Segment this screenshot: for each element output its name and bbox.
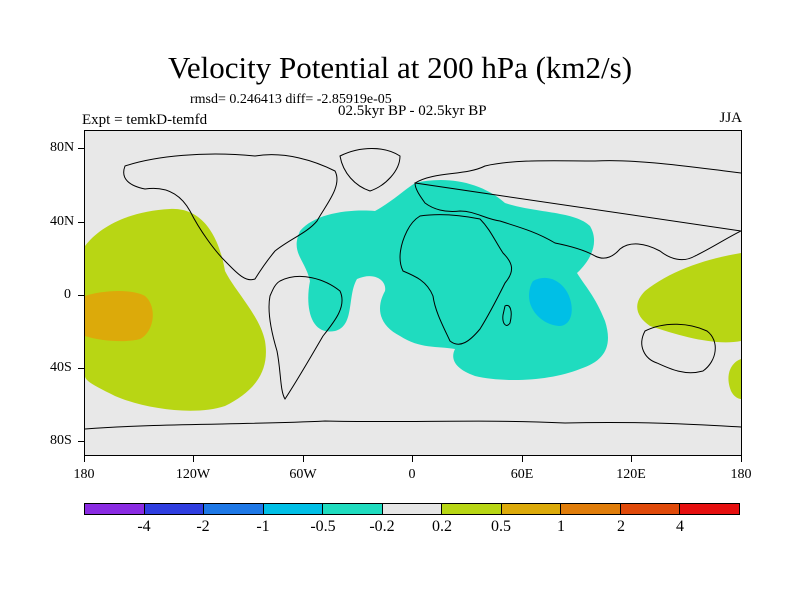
- colorbar-label: -1: [256, 518, 270, 535]
- colorbar-label: -0.5: [310, 518, 336, 535]
- y-tick-label: 0: [64, 287, 71, 302]
- colorbar-label: 0.2: [432, 518, 452, 535]
- chart-title: Velocity Potential at 200 hPa (km2/s): [167, 50, 633, 85]
- colorbar: [84, 503, 740, 515]
- y-tick-label: 80S: [50, 433, 72, 448]
- x-tick-label: 180: [73, 467, 95, 482]
- colorbar-swatch: [561, 504, 621, 514]
- coast-africa: [399, 214, 512, 345]
- y-tick-label: 80N: [50, 140, 75, 155]
- x-tick-label: 120E: [616, 467, 646, 482]
- colorbar-label: -2: [196, 518, 210, 535]
- colorbar-label: 4: [676, 518, 684, 535]
- colorbar-swatch: [382, 504, 443, 514]
- y-tick-label: 40S: [50, 360, 72, 375]
- coast-greenland: [339, 148, 401, 192]
- coast-australia: [641, 323, 716, 374]
- x-tick: [631, 456, 632, 462]
- colorbar-label: 0.5: [491, 518, 511, 535]
- map-panel: [84, 130, 742, 456]
- y-tick-label: 40N: [50, 214, 75, 229]
- x-tick-label: 60W: [289, 467, 317, 482]
- colorbar-swatch: [501, 504, 562, 514]
- colorbar-swatch: [323, 504, 383, 514]
- x-tick: [741, 456, 742, 462]
- colorbar-swatch: [442, 504, 502, 514]
- coast-north-america: [123, 153, 338, 281]
- colorbar-swatch: [680, 504, 740, 514]
- map-svg: [85, 148, 741, 430]
- period-label: 02.5kyr BP - 02.5kyr BP: [338, 103, 487, 119]
- moderate-anomaly-pacific: [85, 291, 153, 342]
- coastlines: [85, 148, 741, 430]
- y-tick: [78, 368, 84, 369]
- colorbar-swatch: [620, 504, 681, 514]
- x-tick-label: 180: [730, 467, 752, 482]
- colorbar-label: 2: [617, 518, 625, 535]
- x-tick: [522, 456, 523, 462]
- positive-anomaly-maritime: [637, 253, 741, 343]
- x-tick: [193, 456, 194, 462]
- colorbar-swatch: [263, 504, 324, 514]
- colorbar-label: -0.2: [369, 518, 395, 535]
- negative-anomaly-africa-asia: [296, 180, 608, 381]
- coast-antarctica: [85, 420, 741, 430]
- x-tick-label: 120W: [175, 467, 211, 482]
- stats-label: rmsd= 0.246413 diff= -2.85919e-05: [190, 92, 392, 107]
- colorbar-swatch: [85, 504, 145, 514]
- experiment-label: Expt = temkD-temfd: [82, 112, 208, 128]
- season-label: JJA: [719, 110, 742, 126]
- y-tick: [78, 295, 84, 296]
- colorbar-label: -4: [137, 518, 151, 535]
- coast-eurasia: [414, 160, 741, 261]
- x-tick-label: 60E: [510, 467, 534, 482]
- y-tick: [78, 441, 84, 442]
- x-tick-label: 0: [408, 467, 416, 482]
- y-tick: [78, 148, 84, 149]
- colorbar-label: 1: [557, 518, 565, 535]
- coast-south-america: [268, 275, 343, 400]
- x-tick: [303, 456, 304, 462]
- positive-anomaly-sw-pacific: [728, 359, 741, 399]
- x-tick: [412, 456, 413, 462]
- x-tick: [84, 456, 85, 462]
- positive-anomaly-pacific: [85, 208, 266, 411]
- colorbar-swatch: [144, 504, 205, 514]
- y-tick: [78, 222, 84, 223]
- colorbar-swatch: [204, 504, 264, 514]
- negative-anomaly-core: [529, 277, 572, 326]
- coast-madagascar: [502, 304, 512, 326]
